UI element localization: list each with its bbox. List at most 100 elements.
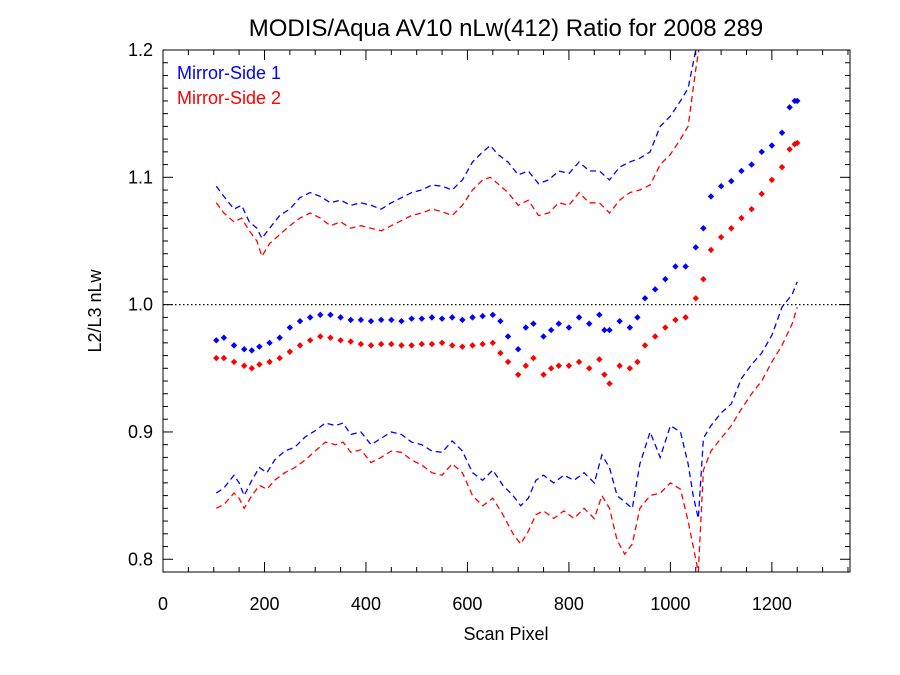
data-point — [459, 343, 466, 350]
data-point — [616, 362, 623, 369]
data-point — [786, 146, 793, 153]
data-point — [672, 263, 679, 270]
data-point — [408, 342, 415, 349]
plot-frame — [162, 49, 851, 573]
data-point — [347, 338, 354, 345]
data-point — [682, 263, 689, 270]
data-point — [626, 365, 633, 372]
data-point — [220, 334, 228, 341]
data-point — [692, 244, 699, 251]
legend-mirror-side-2: Mirror-Side 2 — [177, 88, 281, 108]
data-point — [738, 167, 745, 175]
data-point — [616, 317, 623, 325]
data-point — [700, 225, 707, 232]
series-line-5 — [216, 307, 798, 572]
x-tick-label: 200 — [249, 594, 279, 614]
data-point — [540, 333, 547, 340]
data-point — [286, 348, 294, 355]
data-point — [388, 340, 395, 348]
legend-mirror-side-1: Mirror-Side 1 — [177, 63, 281, 83]
data-point — [514, 345, 522, 353]
x-tick-label: 400 — [351, 594, 381, 614]
data-point — [700, 275, 707, 283]
data-point — [768, 142, 776, 149]
data-point — [601, 371, 608, 378]
data-point — [530, 320, 537, 327]
data-layer — [213, 50, 801, 572]
data-point — [240, 345, 248, 353]
data-point — [692, 295, 699, 302]
data-point — [286, 324, 294, 331]
data-point — [276, 334, 283, 341]
data-point — [651, 333, 659, 340]
data-point — [514, 371, 522, 378]
data-point — [794, 139, 801, 147]
data-point — [337, 314, 344, 321]
data-point — [748, 161, 755, 168]
data-point — [728, 225, 735, 232]
data-point — [522, 362, 529, 369]
data-point — [213, 354, 220, 362]
data-point — [586, 320, 593, 327]
data-point — [418, 315, 425, 322]
data-point — [728, 177, 735, 185]
data-point — [794, 97, 801, 105]
y-tick-label: 0.9 — [128, 422, 153, 442]
data-point — [469, 342, 476, 349]
data-point — [497, 349, 504, 357]
y-tick-label: 1.2 — [128, 40, 153, 60]
data-point — [778, 163, 786, 171]
data-point — [717, 183, 725, 190]
data-point — [438, 315, 446, 322]
series-1 — [213, 139, 801, 387]
data-point — [634, 314, 641, 321]
y-tick-label: 0.8 — [128, 549, 153, 569]
data-point — [606, 326, 613, 334]
data-point — [601, 326, 608, 334]
data-point — [575, 314, 583, 321]
series-3 — [215, 50, 700, 258]
x-tick-label: 600 — [452, 594, 482, 614]
data-point — [438, 339, 446, 347]
data-point — [357, 316, 365, 324]
data-point — [388, 316, 395, 324]
data-point — [248, 365, 255, 372]
data-point — [738, 214, 745, 222]
x-tick-label: 800 — [554, 594, 584, 614]
data-point — [778, 129, 786, 136]
data-point — [377, 340, 385, 348]
data-point — [377, 316, 385, 324]
data-point — [748, 205, 755, 213]
data-point — [651, 286, 659, 293]
data-point — [337, 337, 344, 344]
data-point — [791, 141, 798, 148]
series-5 — [216, 307, 798, 572]
data-point — [489, 311, 497, 319]
data-point — [547, 365, 555, 372]
data-point — [357, 340, 365, 348]
data-point — [641, 295, 649, 302]
data-point — [367, 342, 375, 349]
series-line-3 — [215, 50, 700, 258]
data-point — [662, 324, 669, 331]
series-0 — [213, 97, 801, 354]
series-line-4 — [215, 281, 798, 519]
data-point — [266, 358, 273, 366]
x-tick-label: 0 — [158, 594, 168, 614]
data-point — [489, 339, 497, 347]
data-point — [296, 342, 304, 349]
data-point — [449, 342, 456, 349]
data-point — [327, 311, 334, 319]
data-point — [317, 333, 324, 340]
data-point — [306, 337, 314, 344]
data-point — [398, 317, 405, 325]
data-point — [497, 317, 504, 325]
data-point — [707, 246, 715, 254]
data-point — [449, 314, 456, 321]
data-point — [555, 362, 562, 369]
data-point — [786, 104, 793, 111]
data-point — [530, 354, 537, 362]
data-point — [240, 362, 248, 369]
data-point — [504, 333, 512, 340]
